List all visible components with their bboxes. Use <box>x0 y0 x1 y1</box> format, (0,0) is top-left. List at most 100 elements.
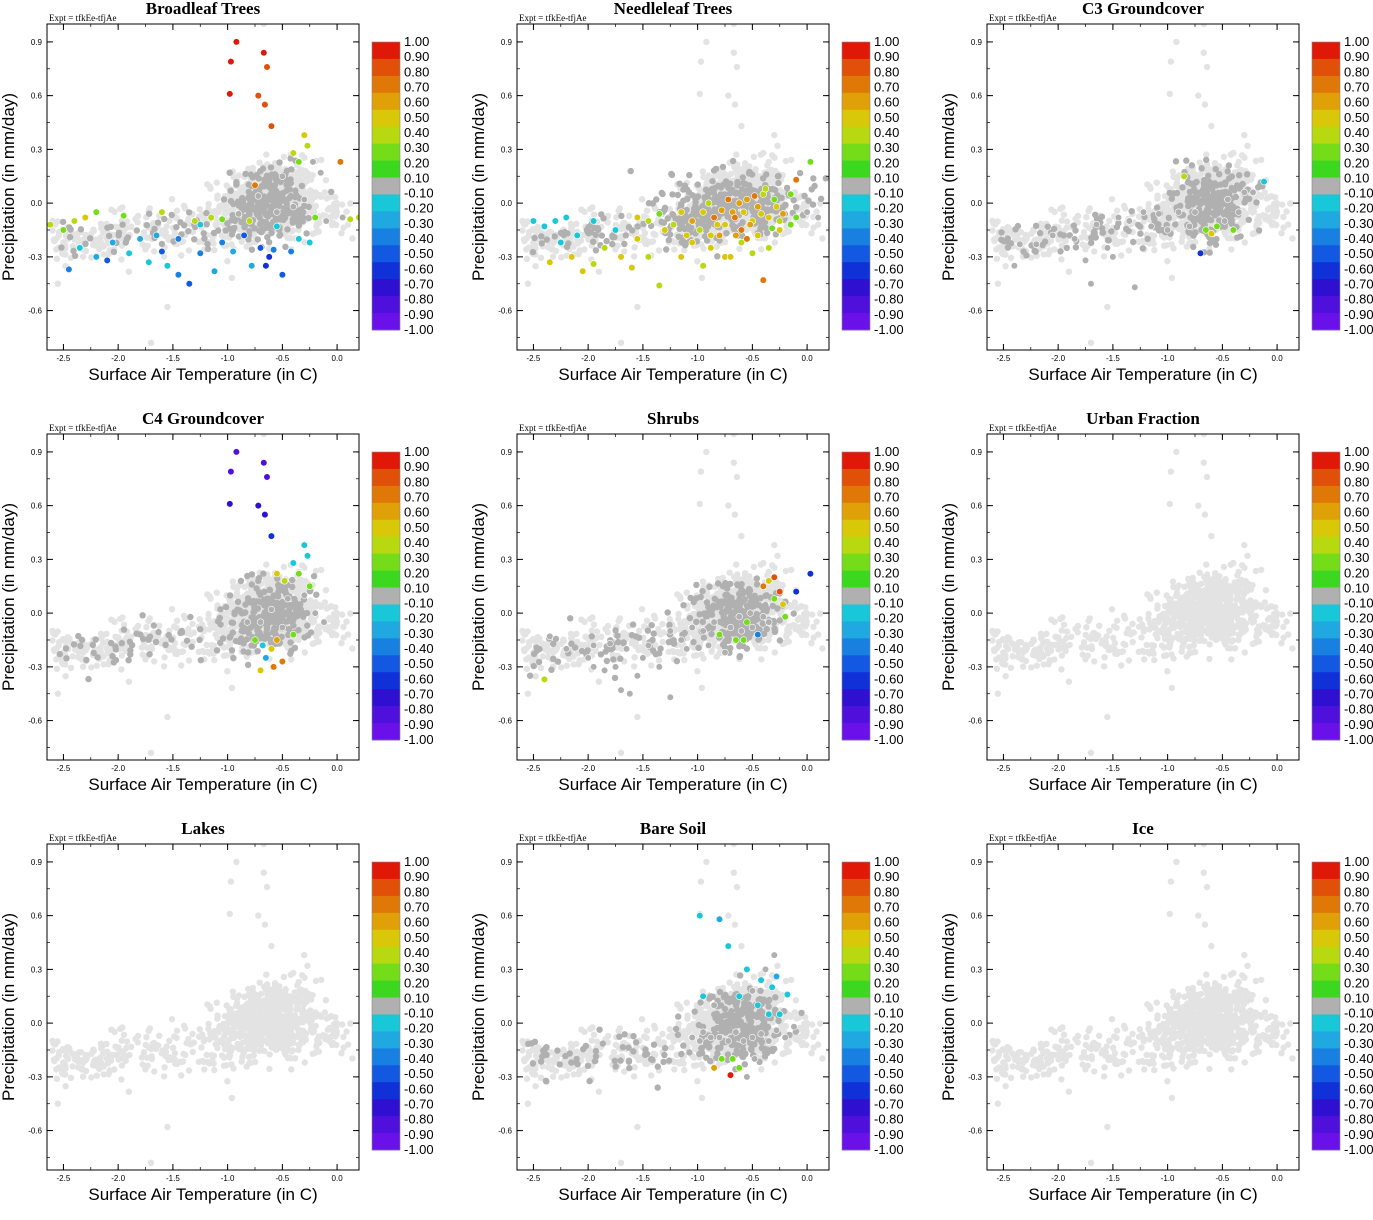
neutral-point <box>154 219 162 226</box>
data-point <box>688 238 696 247</box>
data-point <box>748 249 757 257</box>
background-point <box>219 628 226 635</box>
background-point <box>1012 236 1019 243</box>
data-point <box>65 265 73 274</box>
background-point <box>97 234 104 241</box>
data-point <box>759 276 767 284</box>
background-point <box>236 225 243 233</box>
background-point <box>653 219 660 227</box>
neutral-point <box>185 228 192 235</box>
background-point <box>803 221 810 229</box>
colorbar-tick-label: -0.90 <box>874 307 904 322</box>
data-point <box>103 256 111 265</box>
colorbar-swatch <box>372 211 400 229</box>
colorbar-tick-label: -0.80 <box>1344 292 1373 307</box>
background-point <box>280 563 288 571</box>
data-point <box>765 213 773 222</box>
colorbar-swatch <box>842 143 870 161</box>
colorbar-swatch <box>1312 313 1340 331</box>
x-tick-label: -1.5 <box>1106 354 1120 363</box>
neutral-point <box>177 219 184 226</box>
background-point <box>1051 208 1058 215</box>
data-point <box>1175 208 1183 216</box>
x-tick-label: 0.0 <box>1272 354 1284 363</box>
neutral-point <box>563 243 571 250</box>
neutral-point <box>1201 196 1208 203</box>
neutral-point <box>256 214 263 221</box>
background-point <box>1241 131 1248 139</box>
background-point <box>69 653 76 660</box>
data-point <box>806 158 815 166</box>
data-point <box>287 247 295 256</box>
neutral-point <box>714 253 721 260</box>
neutral-point <box>105 232 113 240</box>
data-point <box>1087 280 1095 288</box>
background-point <box>703 38 710 46</box>
data-point <box>289 203 297 211</box>
background-point <box>180 202 188 209</box>
neutral-point <box>703 237 711 244</box>
background-point <box>112 633 119 640</box>
data-point <box>136 235 144 243</box>
colorbar-swatch <box>1312 296 1340 314</box>
background-point <box>694 258 701 265</box>
background-point <box>117 205 124 213</box>
neutral-point <box>763 229 771 237</box>
neutral-point <box>769 185 776 193</box>
background-point <box>307 176 315 183</box>
neutral-point <box>729 157 737 165</box>
background-point <box>163 223 170 230</box>
neutral-point <box>328 188 335 196</box>
data-point <box>633 235 641 243</box>
colorbar-swatch <box>372 143 400 161</box>
neutral-point <box>998 229 1005 236</box>
colorbar-tick-label: 0.70 <box>404 79 429 94</box>
colorbar-swatch <box>842 194 870 212</box>
colorbar-swatch <box>1312 143 1340 161</box>
neutral-point <box>716 237 723 244</box>
background-point <box>332 604 339 611</box>
background-point <box>132 215 139 223</box>
background-point <box>1230 149 1237 157</box>
data-point <box>174 271 182 279</box>
neutral-point <box>627 167 634 175</box>
background-point <box>125 268 133 275</box>
neutral-point <box>1212 165 1219 173</box>
data-point <box>145 258 153 266</box>
y-tick-label: 0.3 <box>971 145 983 154</box>
background-point <box>301 154 308 161</box>
background-point <box>700 245 707 252</box>
background-point <box>344 221 352 228</box>
background-point <box>98 239 105 247</box>
neutral-point <box>243 204 251 211</box>
background-point <box>168 196 176 203</box>
neutral-point <box>1092 234 1099 241</box>
neutral-point <box>592 231 599 239</box>
data-point <box>1109 253 1117 261</box>
background-point <box>333 221 340 229</box>
neutral-point <box>1224 168 1231 175</box>
data-point <box>1016 240 1024 248</box>
background-point <box>533 227 541 234</box>
neutral-point <box>796 169 804 177</box>
neutral-point <box>1032 248 1039 255</box>
background-point <box>1183 243 1190 250</box>
neutral-point <box>618 212 625 220</box>
neutral-point <box>685 223 692 230</box>
chart-panel: Broadleaf Trees Expt = tfkEe-tfjAe 0.9 0.6 0… <box>0 0 455 400</box>
neutral-point <box>1004 244 1012 251</box>
background-point <box>318 566 325 574</box>
background-point <box>1196 159 1203 166</box>
background-point <box>98 649 105 657</box>
colorbar-swatch <box>372 296 400 314</box>
neutral-point <box>709 178 716 185</box>
neutral-point <box>659 190 666 198</box>
background-point <box>289 227 297 234</box>
data-point <box>109 238 117 247</box>
background-point <box>156 622 163 629</box>
y-axis-label: Precipitation (in mm/day) <box>469 93 488 281</box>
background-point <box>49 627 56 635</box>
neutral-point <box>538 233 545 240</box>
neutral-point <box>729 222 736 229</box>
